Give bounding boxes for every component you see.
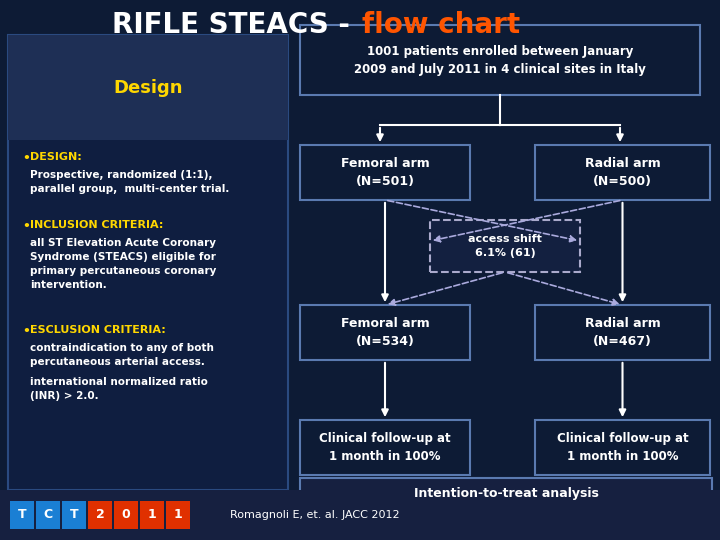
Bar bbox=[166, 501, 190, 529]
Text: access shift
6.1% (61): access shift 6.1% (61) bbox=[468, 234, 542, 258]
Text: T: T bbox=[70, 509, 78, 522]
Text: Design: Design bbox=[113, 79, 183, 97]
Text: Intention-to-treat analysis: Intention-to-treat analysis bbox=[413, 488, 598, 501]
Text: Romagnoli E, et. al. JACC 2012: Romagnoli E, et. al. JACC 2012 bbox=[230, 510, 400, 520]
Bar bbox=[300, 25, 700, 95]
Text: 1: 1 bbox=[174, 509, 182, 522]
Text: all ST Elevation Acute Coronary
Syndrome (STEACS) eligible for
primary percutane: all ST Elevation Acute Coronary Syndrome… bbox=[30, 238, 217, 290]
Bar bbox=[535, 420, 710, 475]
Bar bbox=[0, 490, 720, 540]
Bar bbox=[430, 220, 580, 272]
Bar bbox=[114, 501, 138, 529]
Text: Femoral arm
(N=534): Femoral arm (N=534) bbox=[341, 317, 429, 348]
Text: C: C bbox=[43, 509, 53, 522]
Bar bbox=[140, 501, 164, 529]
Bar bbox=[8, 35, 288, 490]
Text: Radial arm
(N=467): Radial arm (N=467) bbox=[585, 317, 660, 348]
Bar bbox=[10, 501, 34, 529]
Text: T: T bbox=[18, 509, 27, 522]
Bar bbox=[8, 35, 288, 140]
Bar bbox=[62, 501, 86, 529]
Text: RIFLE STEACS -: RIFLE STEACS - bbox=[112, 11, 360, 39]
Text: flow chart: flow chart bbox=[362, 11, 520, 39]
Text: Femoral arm
(N=501): Femoral arm (N=501) bbox=[341, 157, 429, 188]
Text: Clinical follow-up at
1 month in 100%: Clinical follow-up at 1 month in 100% bbox=[319, 432, 451, 463]
Text: ESCLUSION CRITERIA:: ESCLUSION CRITERIA: bbox=[30, 325, 166, 335]
Bar bbox=[300, 478, 712, 510]
Bar bbox=[36, 501, 60, 529]
Text: DESIGN:: DESIGN: bbox=[30, 152, 82, 162]
Text: •: • bbox=[22, 220, 30, 233]
Bar bbox=[88, 501, 112, 529]
Bar bbox=[535, 305, 710, 360]
Text: 2: 2 bbox=[96, 509, 104, 522]
Text: •: • bbox=[22, 152, 30, 165]
Bar bbox=[300, 420, 470, 475]
Text: 1001 patients enrolled between January
2009 and July 2011 in 4 clinical sites in: 1001 patients enrolled between January 2… bbox=[354, 44, 646, 76]
Bar bbox=[300, 305, 470, 360]
Text: Prospective, randomized (1:1),
parallel group,  multi-center trial.: Prospective, randomized (1:1), parallel … bbox=[30, 170, 230, 194]
Text: Clinical follow-up at
1 month in 100%: Clinical follow-up at 1 month in 100% bbox=[557, 432, 688, 463]
Text: 0: 0 bbox=[122, 509, 130, 522]
Text: international normalized ratio
(INR) > 2.0.: international normalized ratio (INR) > 2… bbox=[30, 377, 208, 401]
Bar bbox=[535, 145, 710, 200]
Bar bbox=[300, 145, 470, 200]
Text: contraindication to any of both
percutaneous arterial access.: contraindication to any of both percutan… bbox=[30, 343, 214, 367]
Text: 1: 1 bbox=[148, 509, 156, 522]
Text: INCLUSION CRITERIA:: INCLUSION CRITERIA: bbox=[30, 220, 163, 230]
Text: Radial arm
(N=500): Radial arm (N=500) bbox=[585, 157, 660, 188]
Text: •: • bbox=[22, 325, 30, 338]
